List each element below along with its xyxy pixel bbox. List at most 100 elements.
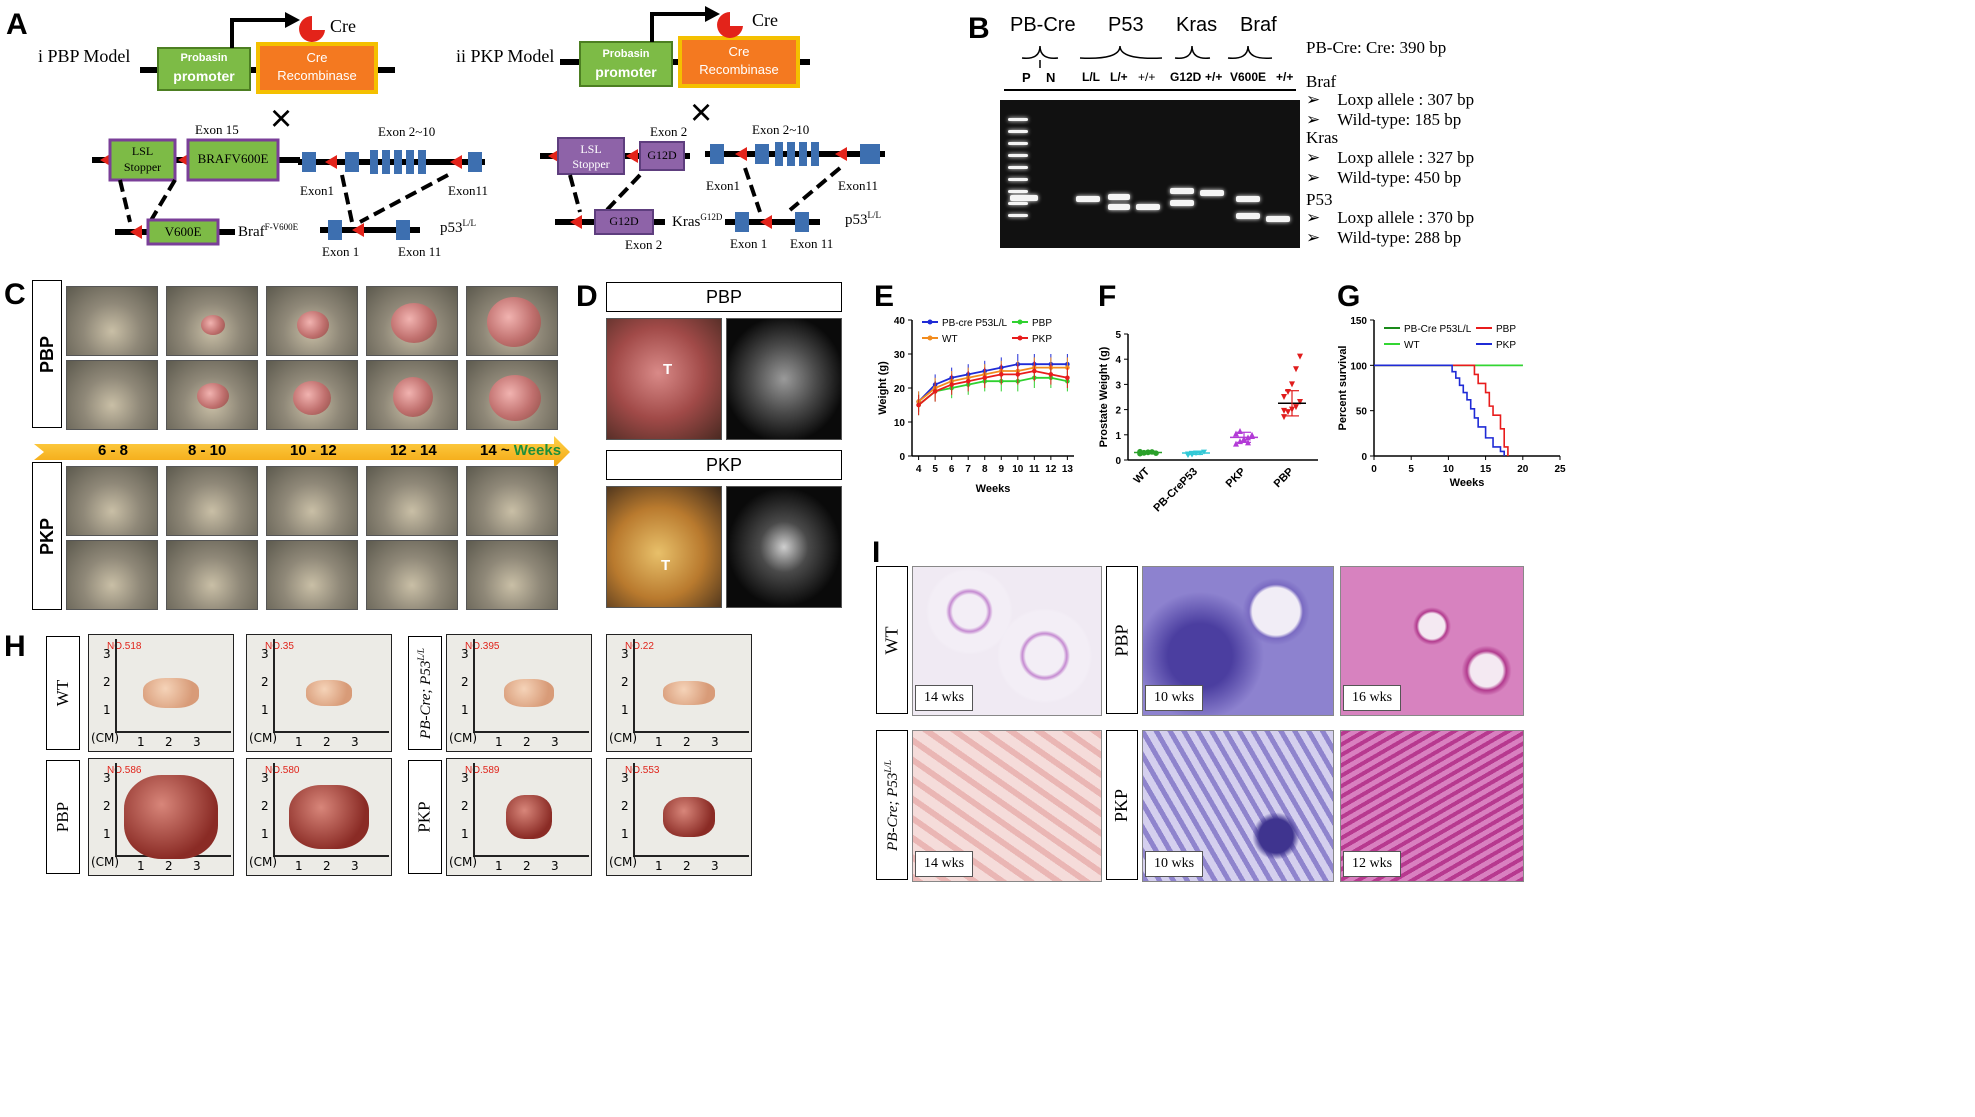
ruler-axes <box>273 763 389 857</box>
x-tick-label: 10 <box>1443 464 1455 475</box>
panel-label-i: I <box>872 536 881 569</box>
panel-label-a: A <box>6 8 28 41</box>
exon2-10-label-2: Exon 2~10 <box>752 122 810 137</box>
cross-icon-2: × <box>690 92 712 134</box>
mouse-photo <box>466 360 558 430</box>
ruler-y-tick: 2 <box>621 675 629 689</box>
series-line <box>918 366 1068 403</box>
ruler-y-tick: 1 <box>261 703 269 717</box>
histology-image: 10 wks <box>1142 730 1334 882</box>
histology-image: 12 wks <box>1340 730 1524 882</box>
group-braf: Braf <box>1240 14 1277 36</box>
ruler-y-tick: 2 <box>461 799 469 813</box>
legend-kras-title: Kras <box>1306 128 1339 147</box>
panel-d-pbp-header: PBP <box>606 282 842 312</box>
x-tick-label: 0 <box>1371 464 1377 475</box>
y-tick-label: 40 <box>894 316 906 327</box>
histology-image: 10 wks <box>1142 566 1334 716</box>
stopper-label-1: Stopper <box>123 160 162 174</box>
dissection-photo: T <box>606 318 722 440</box>
tumor-marker: T <box>661 557 671 574</box>
legend-label: PKP <box>1496 340 1516 351</box>
data-point <box>1293 366 1299 373</box>
x-tick-label: 15 <box>1480 464 1492 475</box>
ruler-x-tick: 3 <box>193 735 201 749</box>
ruler-y-tick: 3 <box>261 647 269 661</box>
cm-label: (CM) <box>91 731 120 745</box>
ruler-photo: NO.395 (CM) 1 1 2 2 3 3 <box>446 634 592 752</box>
promoter-label-1: promoter <box>173 68 235 84</box>
ruler-x-tick: 1 <box>655 859 663 873</box>
ruler-axes <box>633 763 749 857</box>
specimen-id: NO.580 <box>265 765 300 776</box>
ruler-x-tick: 1 <box>655 735 663 749</box>
mouse-photo <box>466 286 558 356</box>
row-label-pkp: PKP <box>32 462 62 610</box>
ruler-x-tick: 1 <box>137 859 145 873</box>
data-point <box>1297 399 1303 406</box>
dissection-photo: T <box>606 486 722 608</box>
legend-label: PKP <box>1032 334 1052 345</box>
weeks-8-10: 8 - 10 <box>188 442 227 459</box>
lane-plusplus-2: +/+ <box>1205 70 1223 84</box>
panel-a-diagram: × × <box>92 6 885 246</box>
ruler-photo: NO.518 (CM) 1 1 2 2 3 3 <box>88 634 234 752</box>
ruler-y-tick: 1 <box>103 703 111 717</box>
ruler-y-tick: 3 <box>261 771 269 785</box>
ruler-photo: NO.22 (CM) 1 1 2 2 3 3 <box>606 634 752 752</box>
ruler-y-tick: 2 <box>261 799 269 813</box>
cre-label-2: Cre <box>752 10 778 30</box>
recombinase-label-2: Recombinase <box>699 62 779 77</box>
mri-image <box>726 318 842 440</box>
data-point <box>1281 394 1287 400</box>
ruler-x-tick: 2 <box>323 735 331 749</box>
ruler-x-tick: 3 <box>193 859 201 873</box>
weeks-10-12: 10 - 12 <box>290 442 337 459</box>
ruler-x-tick: 3 <box>551 735 559 749</box>
ruler-photo: NO.586 (CM) 1 1 2 2 3 3 <box>88 758 234 876</box>
ruler-x-tick: 2 <box>323 859 331 873</box>
legend-marker <box>1017 319 1023 325</box>
exon-2-label-2: Exon 2 <box>625 237 663 252</box>
legend-label: PBP <box>1032 318 1052 329</box>
prostate-specimen <box>143 678 199 708</box>
ruler-y-tick: 1 <box>621 827 629 841</box>
ruler-y-tick: 3 <box>103 771 111 785</box>
data-point <box>1233 430 1239 437</box>
y-tick-label: 5 <box>1115 330 1121 341</box>
y-tick-label: 1 <box>1115 431 1121 442</box>
ruler-x-tick: 2 <box>165 859 173 873</box>
ruler-y-tick: 3 <box>461 647 469 661</box>
chart-f-prostate-weight: 0 1 2 3 4 5 Prostate Weight (g) WT PB-CreP53 PKP P… <box>1098 330 1318 514</box>
lane-p: P <box>1022 70 1031 85</box>
pbp-model-title: i PBP Model <box>38 46 131 66</box>
prostate-specimen <box>289 785 369 849</box>
cm-label: (CM) <box>249 855 278 869</box>
y-tick-label: 0 <box>1115 456 1121 467</box>
probasin-label-2: Probasin <box>602 48 650 60</box>
ruler-x-tick: 1 <box>495 859 503 873</box>
ruler-y-tick: 3 <box>461 771 469 785</box>
cross-icon-1: × <box>270 98 292 140</box>
data-point <box>1297 353 1303 360</box>
cm-label: (CM) <box>249 731 278 745</box>
row-label-pkp: PKP <box>408 760 442 874</box>
y-tick-label: 0 <box>899 452 905 463</box>
lsl-label-2: LSL <box>580 142 602 156</box>
ruler-x-tick: 1 <box>137 735 145 749</box>
ruler-x-tick: 2 <box>523 735 531 749</box>
braf-allele-label: BrafF-V600E <box>238 222 299 240</box>
ruler-photo: NO.580 (CM) 1 1 2 2 3 3 <box>246 758 392 876</box>
panel-d-pkp-header: PKP <box>606 450 842 480</box>
panel-label-c: C <box>4 278 26 311</box>
x-tick-label: 12 <box>1045 464 1057 475</box>
lsl-label-1: LSL <box>131 144 154 158</box>
x-tick-label: 6 <box>949 464 955 475</box>
legend-label: WT <box>1404 340 1420 351</box>
promoter-label-2: promoter <box>595 64 657 80</box>
ruler-y-tick: 3 <box>621 771 629 785</box>
cre-label-1: Cre <box>330 16 356 36</box>
tumor-marker: T <box>663 361 673 378</box>
mouse-photo <box>366 286 458 356</box>
ruler-photo: NO.553 (CM) 1 1 2 2 3 3 <box>606 758 752 876</box>
